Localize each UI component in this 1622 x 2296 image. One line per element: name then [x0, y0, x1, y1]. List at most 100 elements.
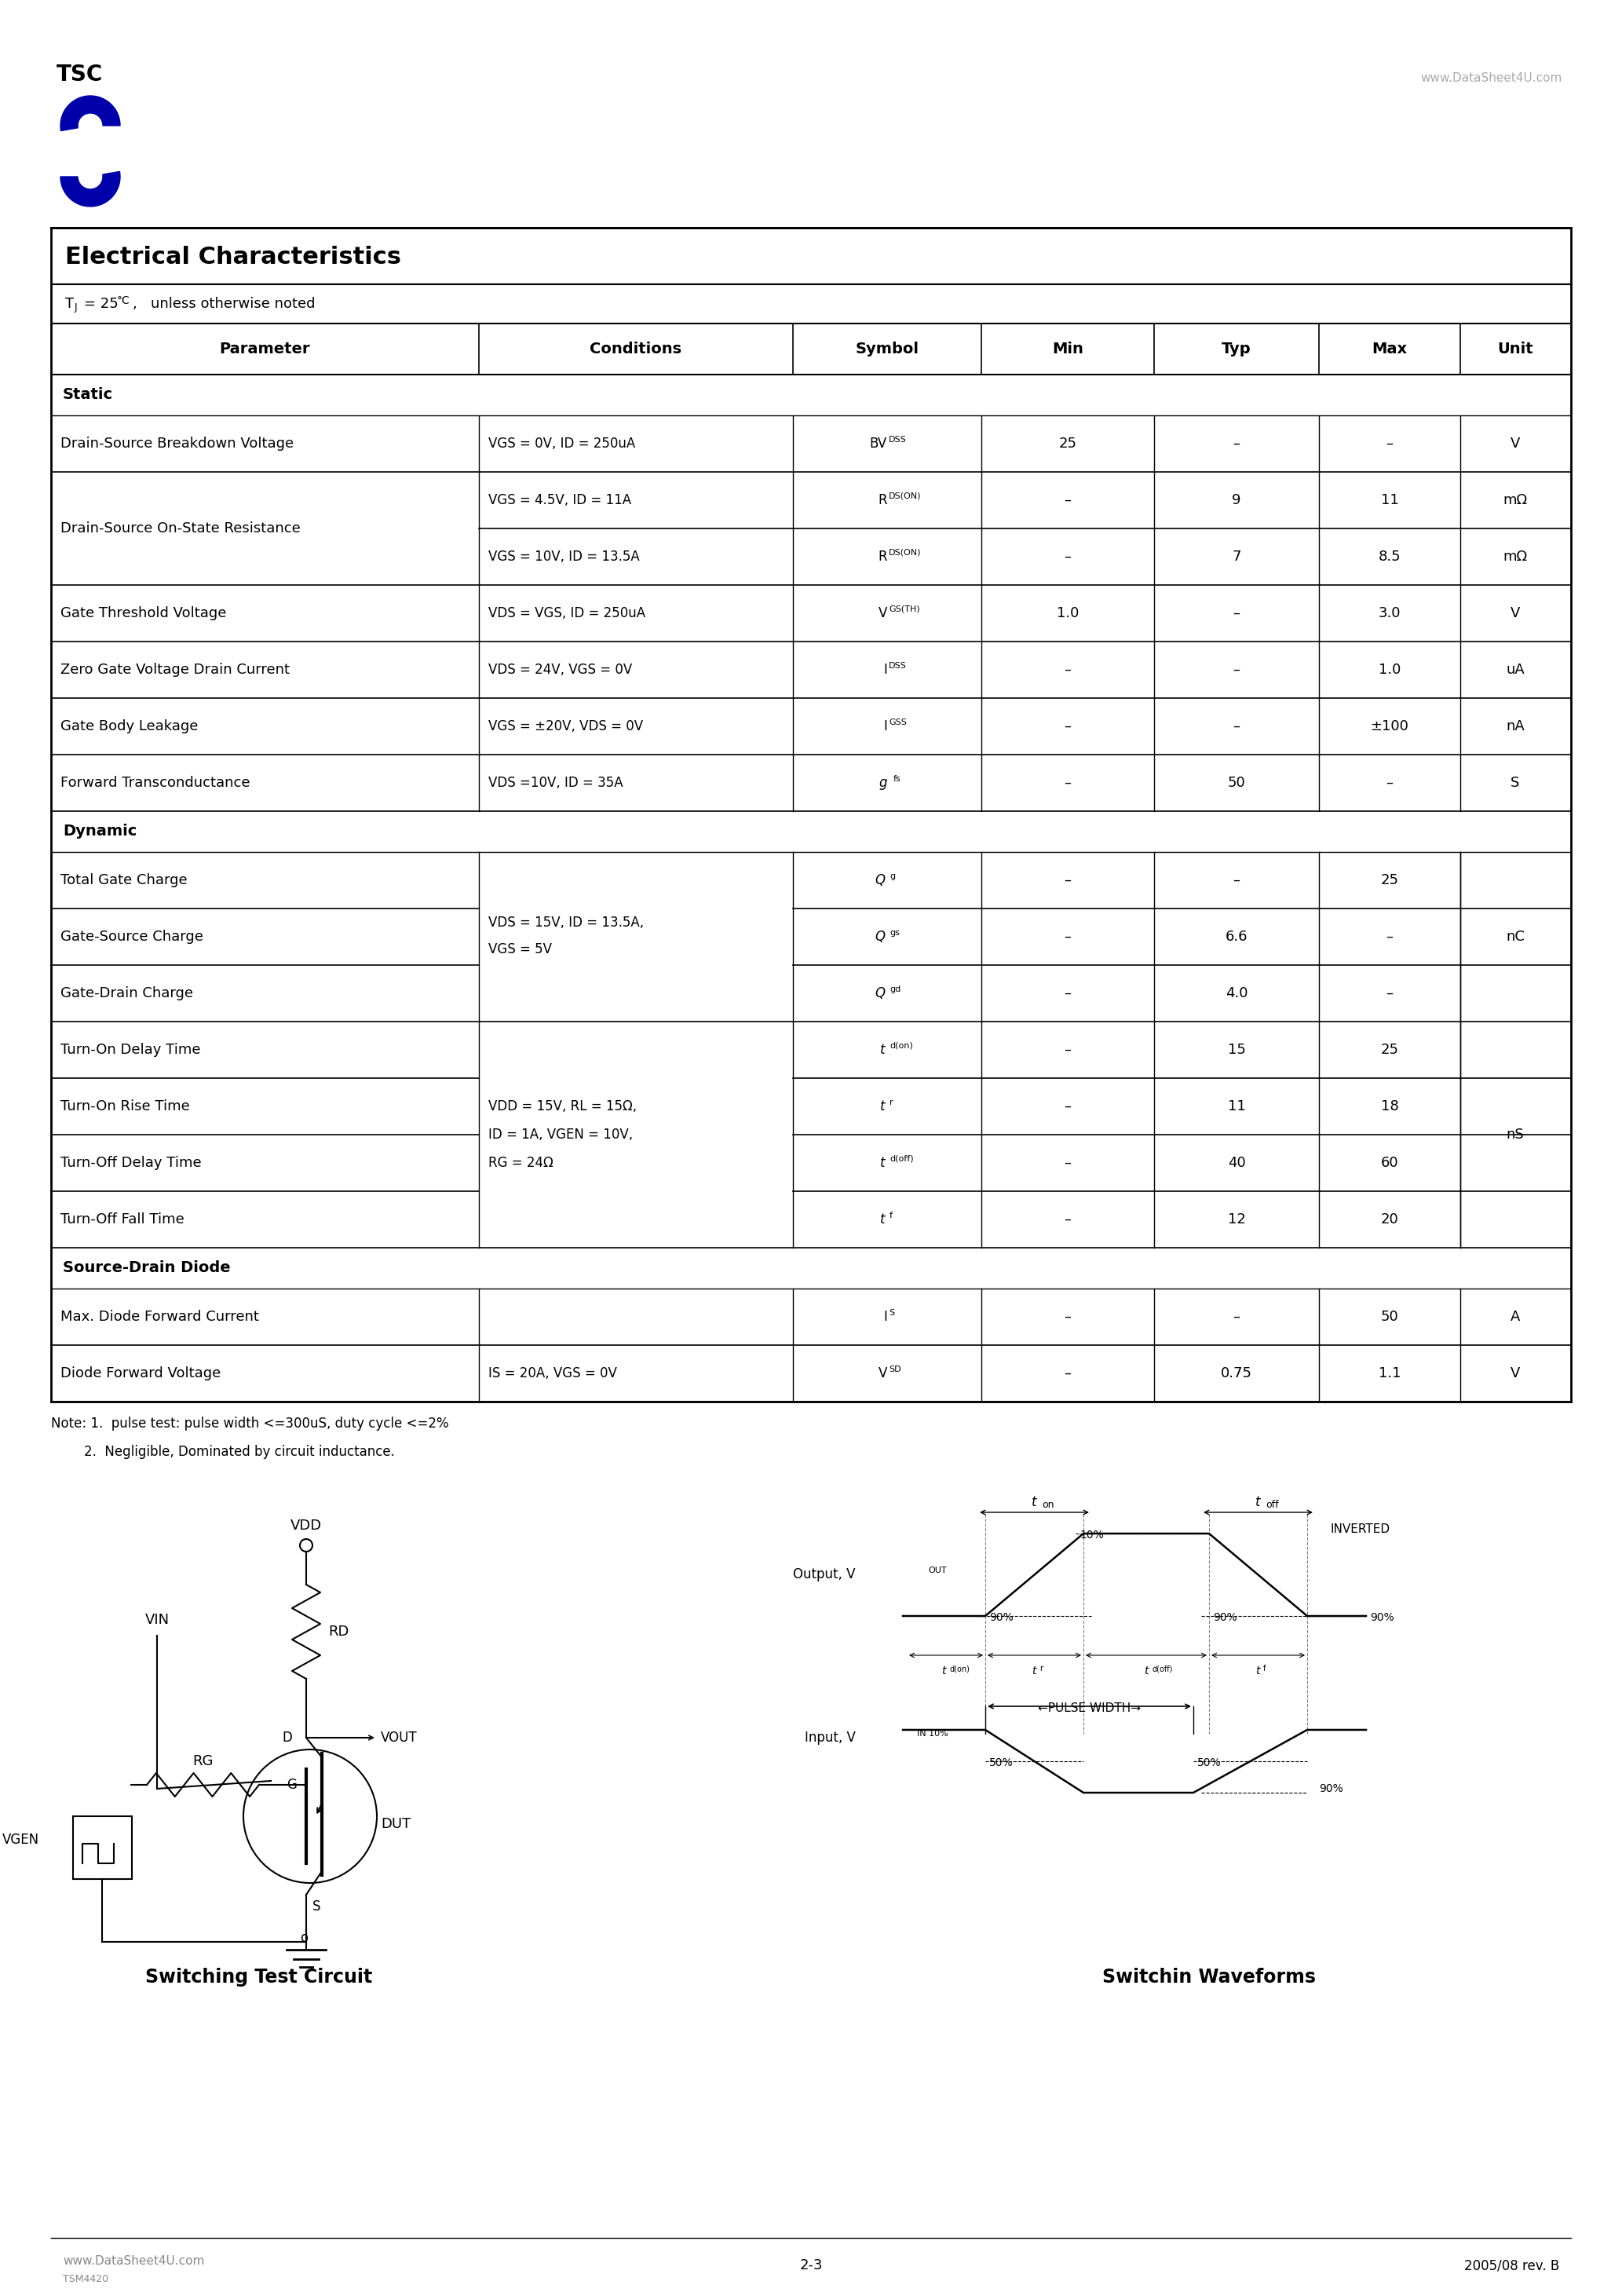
- Text: 90%: 90%: [1213, 1612, 1238, 1623]
- Text: S: S: [313, 1899, 321, 1913]
- Text: 50%: 50%: [1197, 1756, 1221, 1768]
- Text: –: –: [1387, 776, 1393, 790]
- Text: Zero Gate Voltage Drain Current: Zero Gate Voltage Drain Current: [60, 664, 290, 677]
- Text: Diode Forward Voltage: Diode Forward Voltage: [60, 1366, 221, 1380]
- Text: 1.1: 1.1: [1379, 1366, 1401, 1380]
- Text: r: r: [889, 1097, 894, 1107]
- Text: T: T: [65, 296, 75, 310]
- Text: fs: fs: [894, 776, 902, 783]
- Text: VGS = 0V, ID = 250uA: VGS = 0V, ID = 250uA: [488, 436, 636, 450]
- Text: INVERTED: INVERTED: [1330, 1525, 1390, 1536]
- Text: ±100: ±100: [1371, 719, 1410, 732]
- Text: DUT: DUT: [381, 1816, 410, 1832]
- Text: –: –: [1064, 1100, 1071, 1114]
- Text: –: –: [1064, 1309, 1071, 1325]
- Text: 90%: 90%: [1319, 1784, 1343, 1793]
- Text: uA: uA: [1505, 664, 1525, 677]
- Text: Drain-Source Breakdown Voltage: Drain-Source Breakdown Voltage: [60, 436, 294, 450]
- Text: –: –: [1233, 606, 1241, 620]
- Text: Output, V: Output, V: [793, 1568, 856, 1582]
- Text: –: –: [1064, 1155, 1071, 1171]
- Text: gs: gs: [889, 930, 900, 937]
- Text: 1.0: 1.0: [1056, 606, 1079, 620]
- Text: Switching Test Circuit: Switching Test Circuit: [146, 1968, 373, 1986]
- Text: 7: 7: [1233, 549, 1241, 565]
- Text: IN 10%: IN 10%: [916, 1729, 949, 1738]
- Text: VDS = VGS, ID = 250uA: VDS = VGS, ID = 250uA: [488, 606, 646, 620]
- Text: VDS = 15V, ID = 13.5A,: VDS = 15V, ID = 13.5A,: [488, 916, 644, 930]
- Text: Turn-Off Delay Time: Turn-Off Delay Time: [60, 1155, 201, 1171]
- Text: V: V: [1510, 1366, 1520, 1380]
- Text: gd: gd: [889, 985, 900, 994]
- Text: I: I: [884, 1309, 887, 1325]
- Text: DS(ON): DS(ON): [889, 491, 921, 501]
- Bar: [73, 1816, 131, 1878]
- Text: ,   unless otherwise noted: , unless otherwise noted: [133, 296, 315, 310]
- Text: –: –: [1064, 1366, 1071, 1380]
- Text: t: t: [879, 1212, 884, 1226]
- Text: VGS = 4.5V, ID = 11A: VGS = 4.5V, ID = 11A: [488, 494, 631, 507]
- Text: 25: 25: [1380, 872, 1398, 886]
- Text: D: D: [282, 1731, 292, 1745]
- Text: Static: Static: [63, 388, 114, 402]
- Text: Dynamic: Dynamic: [63, 824, 136, 838]
- Text: Max. Diode Forward Current: Max. Diode Forward Current: [60, 1309, 260, 1325]
- Text: V: V: [878, 606, 887, 620]
- Text: Turn-Off Fall Time: Turn-Off Fall Time: [60, 1212, 185, 1226]
- Text: Symbol: Symbol: [855, 342, 920, 356]
- Text: g: g: [879, 776, 887, 790]
- Text: Gate Body Leakage: Gate Body Leakage: [60, 719, 198, 732]
- Text: Conditions: Conditions: [590, 342, 681, 356]
- Text: VOUT: VOUT: [381, 1731, 417, 1745]
- Text: d(on): d(on): [889, 1042, 913, 1049]
- Text: Switchin Waveforms: Switchin Waveforms: [1103, 1968, 1315, 1986]
- Text: –: –: [1064, 776, 1071, 790]
- Text: 0.75: 0.75: [1221, 1366, 1252, 1380]
- Text: nC: nC: [1505, 930, 1525, 944]
- Text: RG: RG: [191, 1754, 212, 1768]
- Text: www.DataSheet4U.com: www.DataSheet4U.com: [1421, 73, 1562, 85]
- Text: G: G: [287, 1777, 297, 1791]
- Text: Drain-Source On-State Resistance: Drain-Source On-State Resistance: [60, 521, 300, 535]
- Text: VGS = ±20V, VDS = 0V: VGS = ±20V, VDS = 0V: [488, 719, 642, 732]
- Text: Total Gate Charge: Total Gate Charge: [60, 872, 188, 886]
- Text: –: –: [1064, 494, 1071, 507]
- Text: RD: RD: [328, 1626, 349, 1639]
- Text: Source-Drain Diode: Source-Drain Diode: [63, 1261, 230, 1277]
- Text: nA: nA: [1505, 719, 1525, 732]
- Text: 8.5: 8.5: [1379, 549, 1401, 565]
- Text: t: t: [879, 1100, 884, 1114]
- Text: 90%: 90%: [1371, 1612, 1395, 1623]
- Text: DSS: DSS: [889, 436, 907, 443]
- Text: V: V: [1510, 436, 1520, 450]
- Text: nS: nS: [1507, 1127, 1525, 1141]
- Text: on: on: [1041, 1499, 1054, 1508]
- Text: J: J: [75, 303, 78, 312]
- Text: 6.6: 6.6: [1225, 930, 1247, 944]
- Text: SD: SD: [889, 1366, 900, 1373]
- Text: f: f: [889, 1212, 892, 1219]
- Text: 25: 25: [1380, 1042, 1398, 1056]
- Text: –: –: [1064, 1212, 1071, 1226]
- Text: VDS = 24V, VGS = 0V: VDS = 24V, VGS = 0V: [488, 664, 633, 677]
- Text: www.DataSheet4U.com: www.DataSheet4U.com: [63, 2255, 204, 2268]
- Text: S: S: [1510, 776, 1520, 790]
- Text: –: –: [1233, 1309, 1241, 1325]
- Text: I: I: [884, 664, 887, 677]
- Text: 90%: 90%: [989, 1612, 1014, 1623]
- Text: Q: Q: [874, 930, 884, 944]
- Text: –: –: [1064, 872, 1071, 886]
- Text: VDS =10V, ID = 35A: VDS =10V, ID = 35A: [488, 776, 623, 790]
- Text: Unit: Unit: [1497, 342, 1533, 356]
- Text: d(off): d(off): [889, 1155, 913, 1162]
- Text: 60: 60: [1380, 1155, 1398, 1171]
- Text: BV: BV: [869, 436, 887, 450]
- Text: t: t: [1144, 1665, 1148, 1676]
- Text: r: r: [1040, 1665, 1043, 1671]
- Text: GSS: GSS: [889, 719, 907, 726]
- Text: R: R: [878, 494, 887, 507]
- Text: t: t: [879, 1042, 884, 1056]
- Text: 10%: 10%: [1080, 1529, 1103, 1541]
- Text: 50: 50: [1380, 1309, 1398, 1325]
- Text: –: –: [1233, 436, 1241, 450]
